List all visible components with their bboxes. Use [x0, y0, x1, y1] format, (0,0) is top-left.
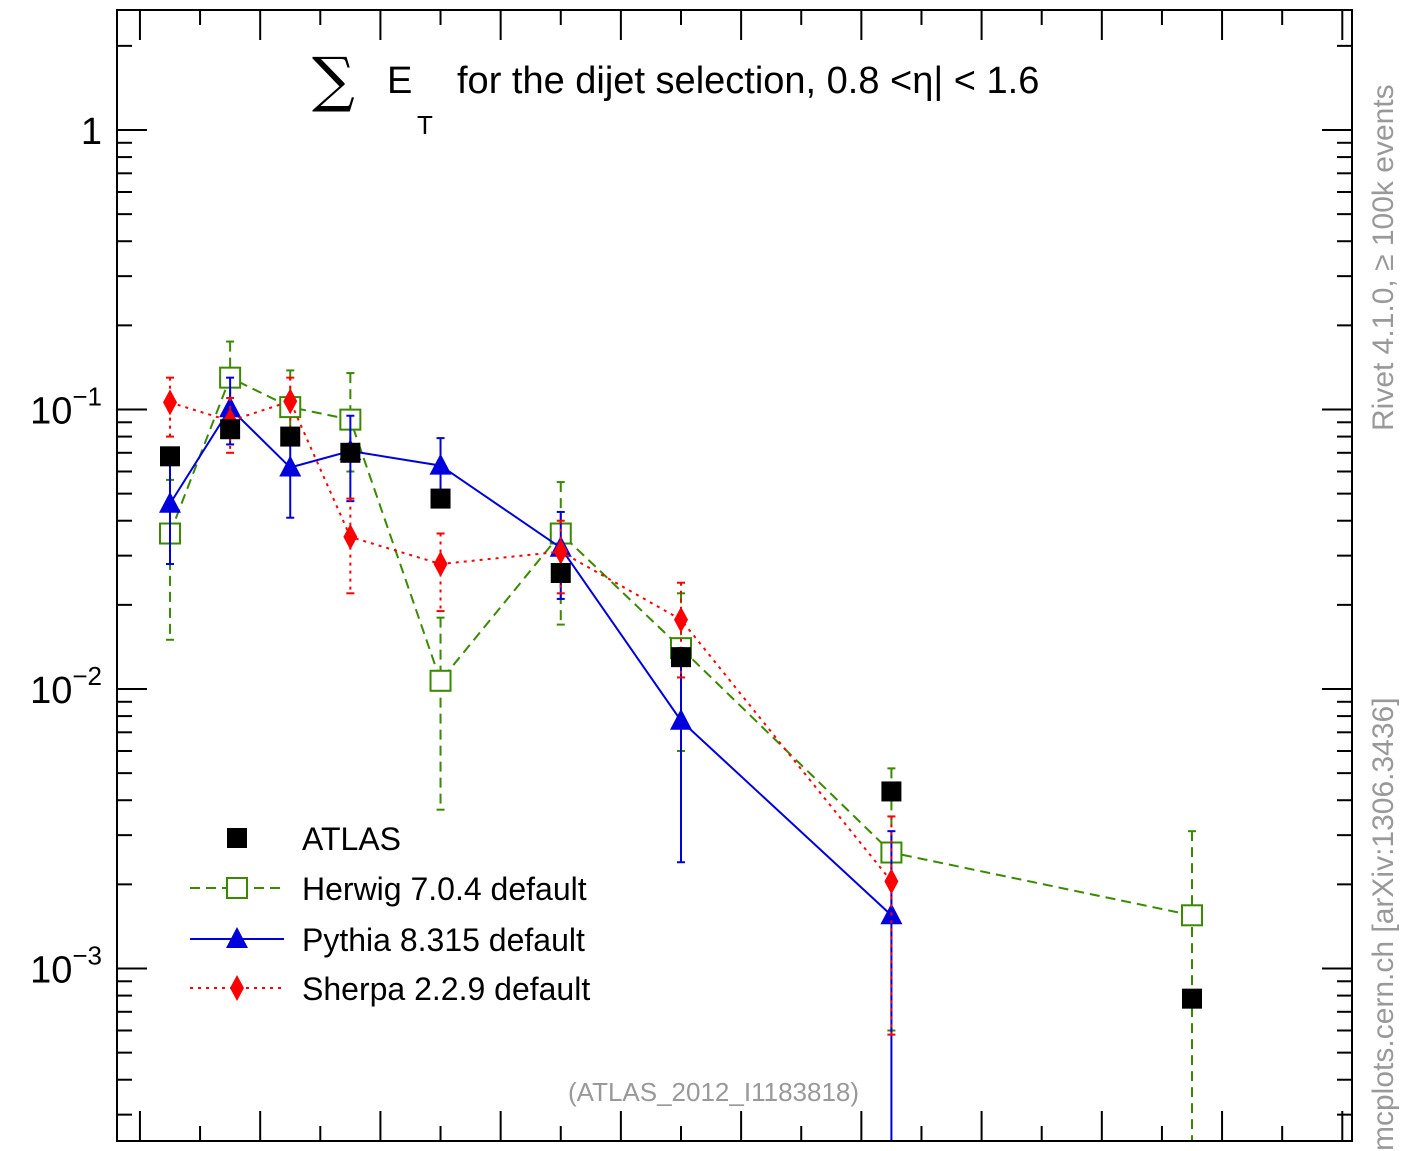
data-point [220, 419, 241, 440]
data-point [163, 389, 177, 416]
legend-label: ATLAS [302, 821, 401, 857]
y-tick-labels: 1 10−1 10−2 10−3 [30, 111, 102, 992]
series-layer [159, 340, 1203, 1141]
y-tick-label: 10−1 [30, 382, 102, 433]
legend-item: ATLAS [227, 821, 401, 857]
y-tick-label: 10−2 [30, 661, 102, 712]
data-point [1182, 988, 1202, 1009]
data-point [340, 442, 361, 463]
title-text: for the dijet selection, 0.8 <η| < 1.6 [457, 60, 1039, 102]
analysis-watermark: (ATLAS_2012_I1183818) [568, 1077, 859, 1107]
data-point [881, 781, 902, 802]
data-point [671, 647, 691, 668]
data-point [433, 551, 448, 578]
y-tick-label: 1 [81, 111, 102, 153]
title-et-subscript: T [417, 110, 433, 140]
y-tick-label: 10−3 [30, 941, 102, 992]
plot-frame [116, 9, 1353, 1142]
data-point [283, 388, 298, 415]
data-point [160, 446, 180, 467]
series-sherpa [163, 376, 899, 1036]
legend: ATLAS Herwig 7.0.4 default Pythia 8.315 de… [190, 821, 590, 1007]
axis-ticks [117, 10, 1352, 1141]
legend-marker [227, 828, 247, 848]
legend-item: Herwig 7.0.4 default [190, 871, 587, 907]
plot-title: ∑ E T for the dijet selection, 0.8 <η| <… [312, 45, 1039, 140]
series-line [169, 376, 1193, 917]
data-point [430, 488, 451, 509]
data-point [429, 669, 452, 692]
legend-label: Sherpa 2.2.9 default [302, 971, 590, 1007]
data-point [343, 523, 358, 550]
data-point [674, 606, 688, 633]
data-point [279, 455, 302, 477]
legend-marker [230, 975, 244, 1001]
legend-marker [226, 877, 248, 899]
data-point [280, 426, 301, 447]
legend-label: Pythia 8.315 default [302, 922, 585, 958]
series-line [169, 400, 893, 882]
data-point [550, 563, 571, 584]
data-point [429, 453, 452, 475]
data-point [553, 538, 568, 565]
data-point [884, 868, 899, 895]
title-sigma: ∑ [312, 45, 355, 115]
legend-item: Sherpa 2.2.9 default [190, 971, 590, 1007]
data-point [670, 708, 692, 730]
series-atlas [160, 419, 1202, 1009]
title-et-e: E [387, 60, 412, 102]
rivet-version-label: Rivet 4.1.0, ≥ 100k events [1367, 84, 1400, 431]
legend-marker [226, 927, 248, 948]
data-point [159, 491, 181, 513]
legend-item: Pythia 8.315 default [190, 922, 585, 958]
data-point [1181, 904, 1203, 927]
legend-label: Herwig 7.0.4 default [302, 871, 587, 907]
mcplots-source-label: mcplots.cern.ch [arXiv:1306.3436] [1367, 697, 1400, 1151]
